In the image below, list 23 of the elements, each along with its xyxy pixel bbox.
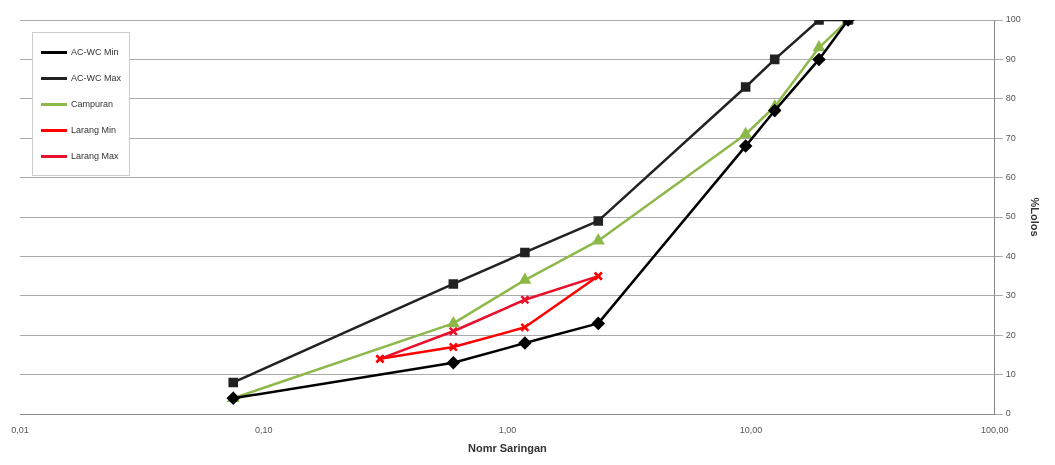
y-tick-label: 30: [1005, 290, 1016, 301]
y-tick-label: 50: [1005, 211, 1016, 222]
legend-label: Larang Min: [71, 125, 117, 135]
legend-label: Campuran: [71, 99, 114, 109]
y-axis-title: %Lolos: [1029, 197, 1042, 237]
y-tick-label: 10: [1005, 369, 1016, 380]
y-tick-label: 20: [1005, 329, 1016, 340]
x-tick-label: 0,10: [254, 424, 273, 435]
x-tick-label: 1,00: [498, 424, 517, 435]
x-tick-label: 100,00: [981, 424, 1009, 435]
y-tick-label: 0: [1005, 408, 1011, 419]
x-tick-label: 0,01: [11, 424, 29, 435]
x-tick-label: 10,00: [739, 424, 763, 435]
y-tick-label: 90: [1005, 53, 1016, 64]
x-axis-title: Nomr Saringan: [467, 442, 548, 455]
y-tick-label: 70: [1005, 132, 1016, 143]
legend-label: AC-WC Max: [71, 73, 121, 83]
y-tick-label: 100: [1005, 14, 1021, 25]
y-tick-label: 40: [1005, 250, 1016, 261]
legend-label: Larang Max: [71, 151, 119, 161]
y-tick-label: 60: [1005, 172, 1016, 183]
y-tick-label: 80: [1005, 93, 1016, 104]
legend-label: AC-WC Min: [71, 47, 119, 57]
